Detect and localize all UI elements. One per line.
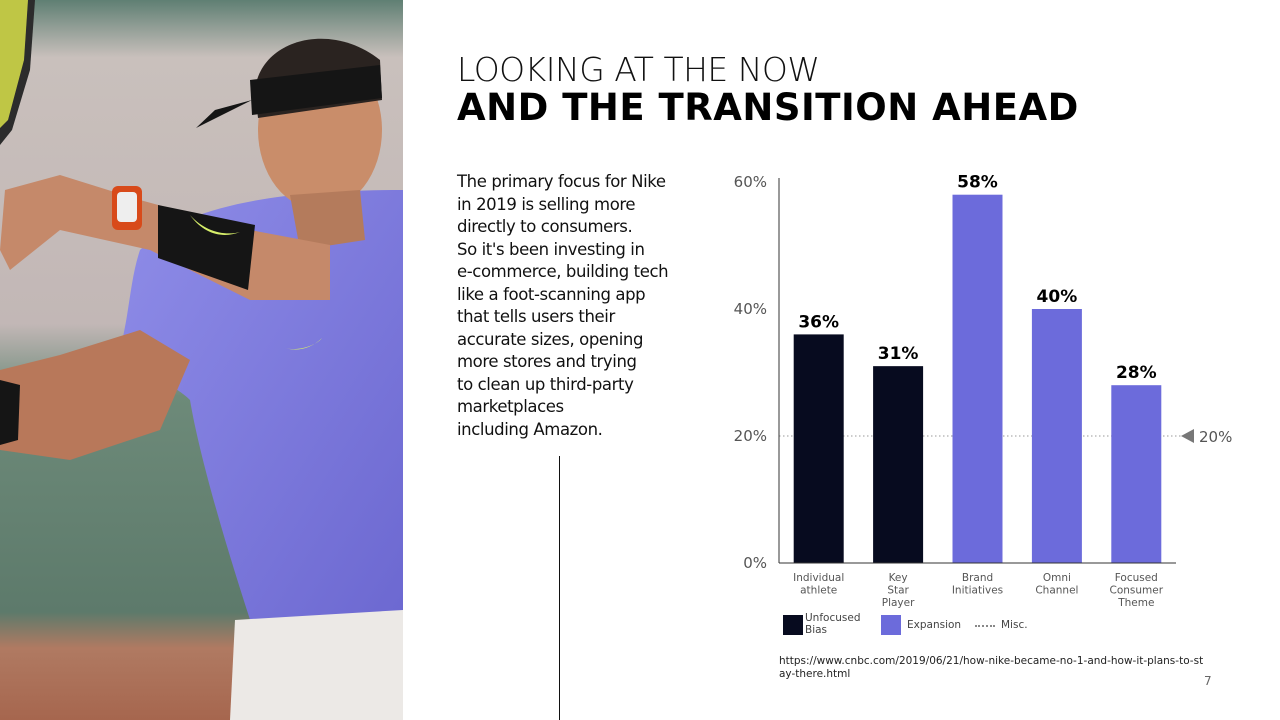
body-line: e-commerce, building tech	[457, 262, 669, 281]
bar-value-label: 28%	[1116, 363, 1157, 383]
bar	[952, 194, 1003, 563]
category-label: Consumer	[1110, 585, 1164, 597]
y-tick-label: 0%	[743, 554, 767, 572]
body-line: So it's been investing in	[457, 239, 645, 259]
category-label: Initiatives	[952, 585, 1003, 597]
page-number: 7	[1204, 674, 1212, 688]
tennis-player-photo	[0, 0, 403, 720]
legend-label-line: Bias	[805, 624, 828, 636]
bar	[793, 334, 844, 563]
category-label: athlete	[800, 585, 837, 597]
reference-arrow-icon	[1181, 429, 1194, 443]
bar	[1031, 309, 1082, 563]
chart-legend: Unfocused Bias Expansion Misc.	[783, 612, 1043, 640]
y-tick-label: 20%	[734, 427, 767, 445]
bar-value-label: 58%	[957, 173, 998, 193]
body-line: directly to consumers.	[457, 217, 633, 236]
legend-label-unfocused: Unfocused Bias	[805, 612, 860, 636]
y-tick-label: 40%	[734, 300, 767, 318]
title-line-1: LOOKING AT THE NOW	[457, 50, 820, 89]
body-line: that tells users their	[457, 307, 615, 326]
body-line: marketplaces	[457, 397, 564, 416]
title-line-2: AND THE TRANSITION AHEAD	[457, 86, 1079, 129]
body-line: to clean up third-party	[457, 374, 634, 394]
body-paragraph: The primary focus for Nike in 2019 is se…	[457, 171, 687, 441]
body-line: accurate sizes, opening	[457, 329, 644, 349]
vertical-divider	[559, 456, 560, 720]
category-label: Omni	[1043, 572, 1071, 584]
y-tick-label: 60%	[734, 173, 767, 191]
bar	[1111, 385, 1162, 563]
category-label: Channel	[1035, 585, 1078, 597]
reference-label: 20%	[1199, 428, 1232, 446]
category-label: Star	[887, 585, 909, 597]
legend-label-expansion: Expansion	[907, 619, 962, 631]
category-label: Theme	[1117, 597, 1154, 609]
body-line: like a foot-scanning app	[457, 284, 646, 304]
body-line: in 2019 is selling more	[457, 194, 636, 214]
body-line: including Amazon.	[457, 419, 603, 439]
source-link[interactable]: https://www.cnbc.com/2019/06/21/how-nike…	[779, 655, 1204, 680]
photo-illustration	[0, 0, 403, 720]
bar-value-label: 31%	[878, 344, 919, 364]
bar-value-label: 40%	[1037, 287, 1078, 307]
legend-label-line: Unfocused	[805, 612, 861, 624]
legend-label-misc: Misc.	[1001, 619, 1028, 631]
body-line: more stores and trying	[457, 352, 637, 371]
category-label: Key	[889, 572, 908, 584]
category-label: Brand	[962, 572, 993, 584]
legend-swatch-expansion	[881, 615, 901, 635]
category-label: Individual	[793, 572, 844, 584]
bar	[873, 366, 924, 563]
category-label: Focused	[1115, 572, 1158, 584]
legend-swatch-unfocused	[783, 615, 803, 635]
category-label: Player	[882, 597, 915, 609]
body-line: The primary focus for Nike	[457, 172, 666, 191]
bar-value-label: 36%	[798, 312, 839, 332]
legend-swatch-misc	[975, 625, 995, 627]
